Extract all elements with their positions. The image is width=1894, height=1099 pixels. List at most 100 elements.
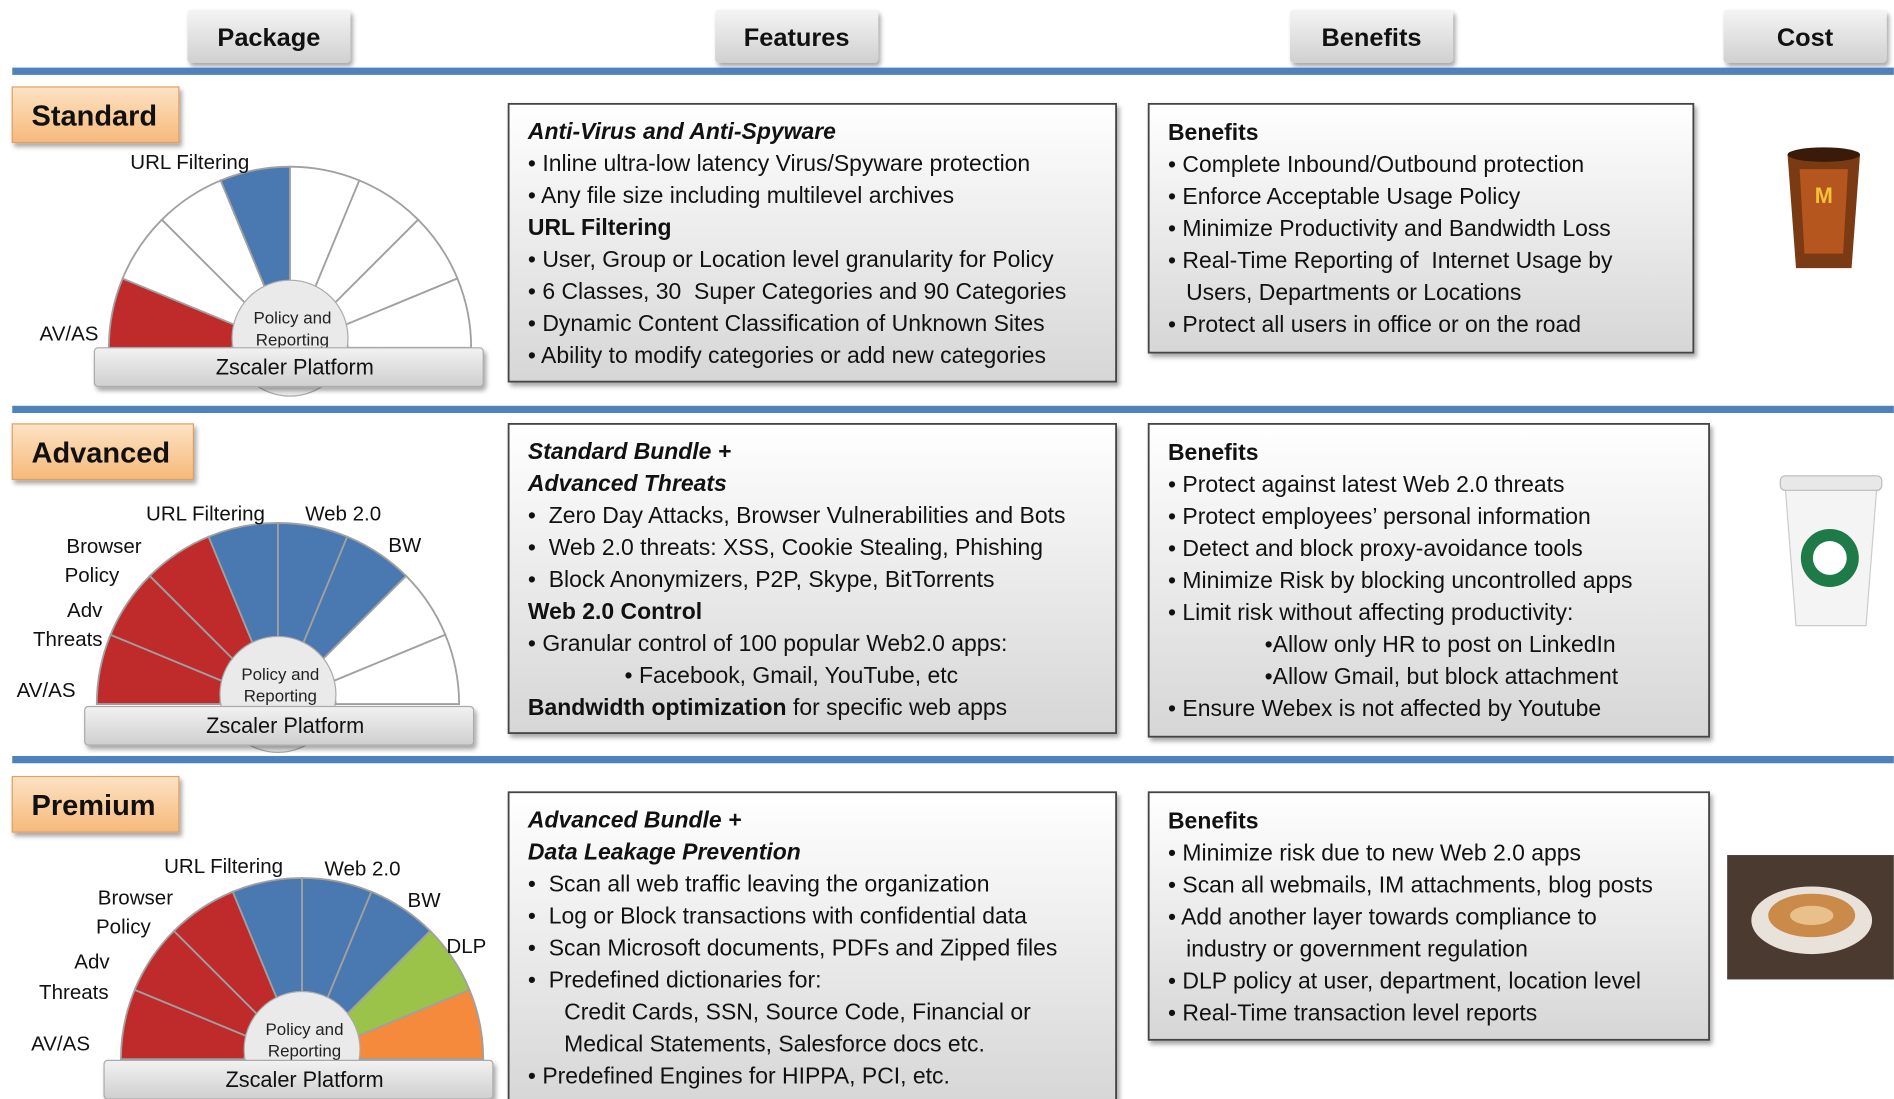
gauge-center-label: Policy and <box>253 309 331 328</box>
platform-label: Zscaler Platform <box>225 1067 383 1092</box>
text-line: • Minimize risk due to new Web 2.0 apps <box>1168 839 1581 865</box>
text-line: • Complete Inbound/Outbound protection <box>1168 151 1584 177</box>
line-text: • Zero Day Attacks, Browser Vulnerabilit… <box>528 502 1066 528</box>
gauge-label: Web 2.0 <box>324 858 400 881</box>
package-name: Standard <box>32 101 158 133</box>
text-line: • Minimize Productivity and Bandwidth Lo… <box>1168 215 1611 241</box>
line-text: • Minimize risk due to new Web 2.0 apps <box>1168 839 1581 865</box>
gauge-label: Adv <box>67 599 103 622</box>
text-line: • Granular control of 100 popular Web2.0… <box>528 630 1007 656</box>
benefits-box <box>1147 102 1695 354</box>
line-text: Users, Departments or Locations <box>1186 279 1521 305</box>
line-text: • Predefined dictionaries for: <box>528 966 822 992</box>
text-line: • Web 2.0 threats: XSS, Cookie Stealing,… <box>528 534 1043 560</box>
gauge-label: URL Filtering <box>130 151 249 174</box>
line-text: • Add another layer towards compliance t… <box>1168 903 1597 929</box>
line-text: • Complete Inbound/Outbound protection <box>1168 151 1584 177</box>
line-text: • Predefined Engines for HIPPA, PCI, etc… <box>528 1062 950 1088</box>
line-text: • Ability to modify categories or add ne… <box>528 342 1046 368</box>
features-box <box>507 422 1117 734</box>
line-text: • Block Anonymizers, P2P, Skype, BitTorr… <box>528 566 995 592</box>
text-line: • Detect and block proxy-avoidance tools <box>1168 535 1583 561</box>
line-text: • User, Group or Location level granular… <box>528 246 1054 272</box>
platform <box>103 1059 494 1099</box>
text-line: Users, Departments or Locations <box>1186 279 1521 305</box>
package-name: Advanced <box>32 438 170 470</box>
benefits-box <box>1147 791 1710 1041</box>
line-text: • Scan Microsoft documents, PDFs and Zip… <box>528 934 1057 960</box>
text-line: • Enforce Acceptable Usage Policy <box>1168 183 1521 209</box>
line-text: • Facebook, Gmail, YouTube, etc <box>625 662 959 688</box>
line-text: • Enforce Acceptable Usage Policy <box>1168 183 1521 209</box>
text-line: •Allow only HR to post on LinkedIn <box>1265 631 1616 657</box>
text-line: • Inline ultra-low latency Virus/Spyware… <box>528 150 1030 176</box>
text-line: Benefits <box>1168 119 1259 145</box>
gauge-label: Browser <box>98 887 173 910</box>
divider <box>12 756 1894 764</box>
text-line: • Protect against latest Web 2.0 threats <box>1168 471 1564 497</box>
text-line: • Facebook, Gmail, YouTube, etc <box>625 662 959 688</box>
text-line: • 6 Classes, 30 Super Categories and 90 … <box>528 278 1066 304</box>
text-line: • Real-Time Reporting of Internet Usage … <box>1168 247 1613 273</box>
header-button <box>1723 9 1887 63</box>
text-line: • Scan Microsoft documents, PDFs and Zip… <box>528 934 1057 960</box>
line-text: Anti-Virus and Anti-Spyware <box>527 118 836 144</box>
text-line: • Real-Time transaction level reports <box>1168 1000 1537 1026</box>
line-text: Advanced Bundle + <box>527 806 742 832</box>
text-line: Benefits <box>1168 807 1259 833</box>
features-box <box>507 102 1117 383</box>
line-text: Benefits <box>1168 807 1259 833</box>
line-text: for specific web apps <box>787 694 1008 720</box>
text-line: •Allow Gmail, but block attachment <box>1265 663 1619 689</box>
text-line: • Protect employees’ personal informatio… <box>1168 503 1591 529</box>
text-line: Bandwidth optimization for specific web … <box>528 694 1007 720</box>
package-name: Premium <box>32 790 156 822</box>
svg-text:M: M <box>1815 183 1833 208</box>
line-text: Web 2.0 Control <box>528 598 702 624</box>
platform-label: Zscaler Platform <box>206 713 364 738</box>
divider <box>12 405 1894 414</box>
header-label: Benefits <box>1321 24 1421 52</box>
text-line: Data Leakage Prevention <box>528 838 801 864</box>
text-line: industry or government regulation <box>1186 935 1528 961</box>
line-text: Standard Bundle + <box>528 438 731 464</box>
text-line: • Any file size including multilevel arc… <box>528 182 954 208</box>
text-line: • Ability to modify categories or add ne… <box>528 342 1046 368</box>
line-text: • Ensure Webex is not affected by Youtub… <box>1168 695 1601 721</box>
line-text: Benefits <box>1168 119 1259 145</box>
gauge-label: BW <box>408 889 442 912</box>
gauge-center-label: Policy and <box>266 1020 344 1039</box>
text-line: • Scan all web traffic leaving the organ… <box>528 870 990 896</box>
text-line: Medical Statements, Salesforce docs etc. <box>564 1030 985 1056</box>
text-line: URL Filtering <box>528 214 672 240</box>
text-line: Standard Bundle + <box>528 438 731 464</box>
text-line: Credit Cards, SSN, Source Code, Financia… <box>564 998 1031 1024</box>
gauge-label: Policy <box>96 916 151 939</box>
text-line: Benefits <box>1168 439 1259 465</box>
gauge-label: Adv <box>74 951 110 974</box>
text-line: • DLP policy at user, department, locati… <box>1168 967 1641 993</box>
text-line: • Limit risk without affecting productiv… <box>1168 599 1573 625</box>
platform <box>93 347 484 388</box>
line-text: • Minimize Productivity and Bandwidth Lo… <box>1168 215 1611 241</box>
gauge-center-label: Reporting <box>256 330 329 349</box>
text-line: Advanced Threats <box>527 470 727 496</box>
starbucks-cup <box>1779 475 1883 627</box>
header-label: Features <box>744 24 850 52</box>
package-box <box>11 86 180 144</box>
line-text: Benefits <box>1168 439 1259 465</box>
line-text: • Limit risk without affecting productiv… <box>1168 599 1573 625</box>
line-text: Advanced Threats <box>527 470 727 496</box>
text-line: • Minimize Risk by blocking uncontrolled… <box>1168 567 1632 593</box>
line-text: • Minimize Risk by blocking uncontrolled… <box>1168 567 1632 593</box>
gauge-label: URL Filtering <box>164 855 283 878</box>
text-line: • Protect all users in office or on the … <box>1168 311 1581 337</box>
header-button <box>715 9 879 63</box>
text-line: Advanced Bundle + <box>527 806 742 832</box>
gauge-label: Threats <box>39 981 109 1004</box>
line-text: •Allow Gmail, but block attachment <box>1265 663 1619 689</box>
benefits-box <box>1147 422 1710 738</box>
line-text: URL Filtering <box>528 214 672 240</box>
platform-label: Zscaler Platform <box>216 354 374 379</box>
